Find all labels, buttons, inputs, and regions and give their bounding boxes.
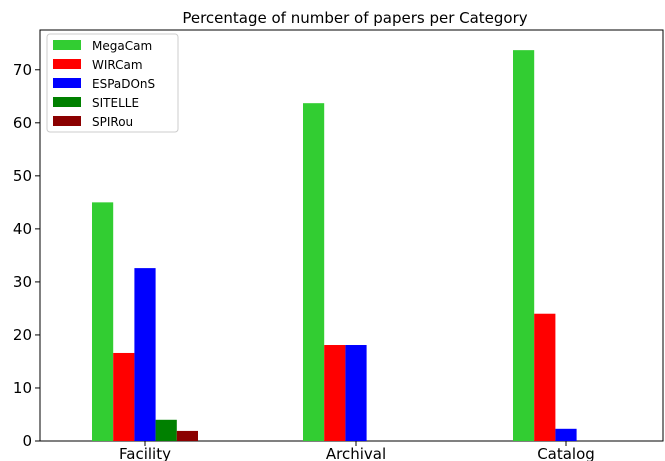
bar-espadons-facility — [134, 268, 156, 441]
y-tick-label: 0 — [22, 432, 32, 450]
bars — [92, 50, 577, 442]
y-tick-label: 10 — [13, 379, 32, 397]
bar-megacam-facility — [92, 202, 114, 441]
y-tick-label: 40 — [13, 220, 32, 238]
legend-entry: SPIRou — [92, 115, 133, 129]
y-tick-label: 30 — [13, 273, 32, 291]
legend-swatch — [53, 78, 81, 88]
bar-megacam-archival — [303, 103, 325, 442]
y-tick-label: 20 — [13, 326, 32, 344]
legend-swatch — [53, 59, 81, 69]
y-axis: 0 10 20 30 40 50 60 70 — [13, 61, 40, 450]
x-tick-label: Catalog — [537, 445, 595, 461]
x-axis: Facility Archival Catalog — [119, 441, 595, 461]
x-tick-label: Archival — [326, 445, 386, 461]
legend-box — [46, 33, 179, 133]
legend-entry: SITELLE — [92, 96, 139, 110]
x-tick-label: Facility — [119, 445, 171, 461]
y-tick-label: 60 — [13, 114, 32, 132]
chart-title: Percentage of number of papers per Categ… — [182, 9, 527, 27]
bar-megacam-catalog — [513, 50, 535, 442]
bar-sitelle-facility — [155, 419, 177, 441]
bar-wircam-catalog — [534, 313, 556, 441]
legend-swatch — [53, 116, 81, 126]
bar-wircam-facility — [113, 352, 135, 441]
bar-espadons-archival — [345, 345, 367, 441]
legend-swatch — [53, 40, 81, 50]
legend-entry: MegaCam — [92, 39, 152, 53]
legend-swatch — [53, 97, 81, 107]
y-tick-label: 50 — [13, 167, 32, 185]
legend: MegaCam WIRCam ESPaDOnS SITELLE SPIRou — [46, 33, 179, 133]
legend-entry: WIRCam — [92, 58, 143, 72]
y-tick-label: 70 — [13, 61, 32, 79]
bar-wircam-archival — [324, 345, 346, 441]
bar-spirou-facility — [176, 430, 198, 441]
bar-espadons-catalog — [555, 428, 577, 441]
legend-entry: ESPaDOnS — [92, 77, 155, 91]
